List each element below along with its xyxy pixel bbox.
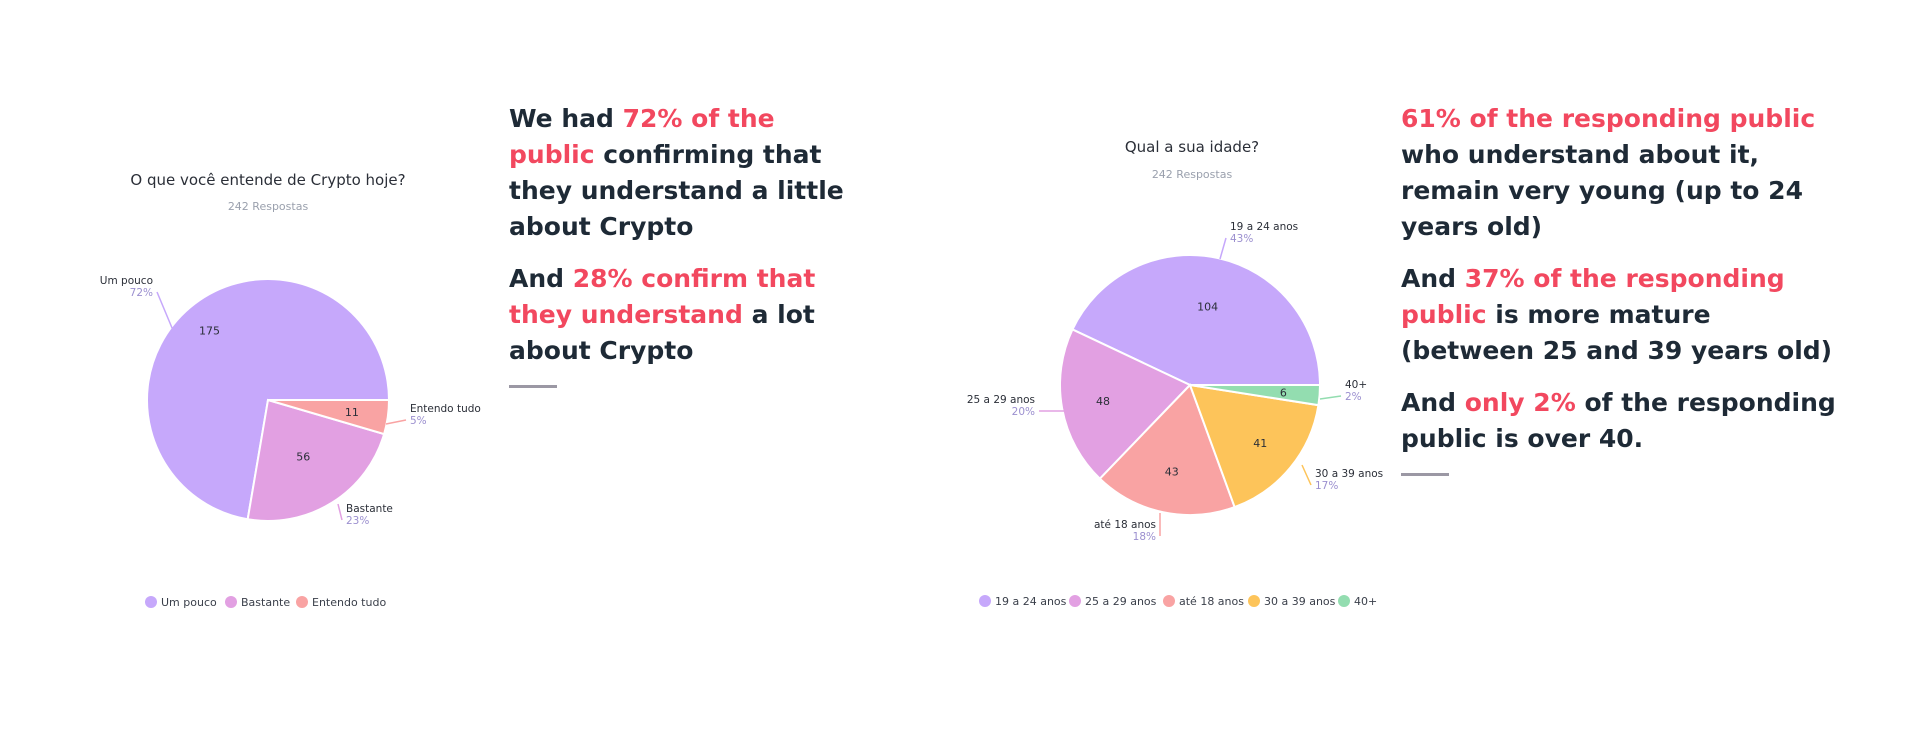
body-text: confirming that they understand a little…: [509, 140, 844, 241]
pie-chart-age: Qual a sua idade? 242 Respostas 104 19 a …: [967, 138, 1383, 608]
slice-name-label: 40+: [1345, 379, 1367, 391]
slice-percent-label: 2%: [1345, 391, 1362, 403]
slice-name-label: 30 a 39 anos: [1315, 468, 1383, 480]
pie-slice-bastante[interactable]: [246, 398, 386, 522]
slice-name-label: Entendo tudo: [410, 403, 481, 415]
slice-value-label: 175: [199, 325, 220, 338]
highlighted-text: only 2%: [1464, 388, 1576, 417]
slice-value-label: 41: [1253, 437, 1267, 450]
legend-item-um-pouco[interactable]: Um pouco: [161, 596, 217, 609]
slice-percent-label: 23%: [346, 515, 369, 527]
legend-item-25-a-29-anos[interactable]: 25 a 29 anos: [1085, 595, 1157, 608]
leader-line: [385, 419, 407, 425]
legend-swatch: [979, 595, 991, 607]
legend-item-bastante[interactable]: Bastante: [241, 596, 290, 609]
body-text: And: [1401, 388, 1465, 417]
legend-swatch: [225, 596, 237, 608]
legend-swatch: [296, 596, 308, 608]
summary-paragraph: And only 2% of the responding public is …: [1401, 385, 1841, 457]
chart-subtitle: 242 Respostas: [228, 200, 309, 213]
legend-item-19-a-24-anos[interactable]: 19 a 24 anos: [995, 595, 1067, 608]
pie-chart-crypto-knowledge: O que você entende de Crypto hoje? 242 R…: [100, 171, 481, 609]
summary-paragraph: We had 72% of the public confirming that…: [509, 101, 849, 245]
slice-percent-label: 20%: [1012, 406, 1035, 418]
legend-swatch: [1248, 595, 1260, 607]
slice-percent-label: 72%: [130, 287, 153, 299]
legend-item-ate-18-anos[interactable]: até 18 anos: [1179, 595, 1244, 608]
legend-swatch: [1163, 595, 1175, 607]
chart-title: Qual a sua idade?: [1125, 138, 1259, 156]
summary-paragraph: And 28% confirm that they understand a l…: [509, 261, 849, 369]
leader-line: [1319, 395, 1342, 400]
highlighted-text: 28% confirm that they understand: [509, 264, 816, 329]
legend-swatch: [1338, 595, 1350, 607]
pie-slice-25-a-29-anos[interactable]: [1059, 328, 1192, 481]
body-text: of the responding public is over 40.: [1401, 388, 1836, 453]
body-text: We had: [509, 104, 623, 133]
legend-item-30-a-39-anos[interactable]: 30 a 39 anos: [1264, 595, 1336, 608]
highlighted-text: 61% of the responding public: [1401, 104, 1816, 133]
body-text: And: [509, 264, 573, 293]
body-text: is more mature (between 25 and 39 years …: [1401, 300, 1833, 365]
slice-percent-label: 17%: [1315, 480, 1338, 492]
chart-title: O que você entende de Crypto hoje?: [130, 171, 405, 189]
body-text: And: [1401, 264, 1465, 293]
slice-value-label: 104: [1197, 300, 1218, 313]
leader-line: [337, 503, 343, 521]
slice-percent-label: 18%: [1133, 531, 1156, 543]
age-summary: 61% of the responding public who underst…: [1401, 101, 1841, 476]
pie-slice-40[interactable]: [1189, 384, 1322, 407]
highlighted-text: 72% of the public: [509, 104, 775, 169]
slice-name-label: 25 a 29 anos: [967, 394, 1035, 406]
legend-item-entendo-tudo[interactable]: Entendo tudo: [312, 596, 386, 609]
summary-paragraph: 61% of the responding public who underst…: [1401, 101, 1841, 245]
slice-name-label: 19 a 24 anos: [1230, 221, 1298, 233]
pie-slice-19-a-24-anos[interactable]: [1071, 254, 1322, 386]
leader-line: [1301, 464, 1312, 486]
slice-percent-label: 43%: [1230, 233, 1253, 245]
pie-slice-entendo-tudo[interactable]: [267, 399, 391, 436]
highlighted-text: 37% of the responding public: [1401, 264, 1785, 329]
slice-name-label: até 18 anos: [1094, 519, 1156, 531]
slice-value-label: 6: [1280, 386, 1287, 399]
pie-slice-30-a-39-anos[interactable]: [1188, 383, 1320, 509]
leader-line: [1219, 237, 1227, 260]
slice-name-label: Um pouco: [100, 275, 153, 287]
legend-swatch: [145, 596, 157, 608]
summary-paragraph: And 37% of the responding public is more…: [1401, 261, 1841, 369]
crypto-knowledge-summary: We had 72% of the public confirming that…: [509, 101, 849, 388]
divider: [1401, 473, 1449, 476]
legend-item-40[interactable]: 40+: [1354, 595, 1377, 608]
slice-value-label: 43: [1165, 465, 1179, 478]
legend-swatch: [1069, 595, 1081, 607]
body-text: a lot about Crypto: [509, 300, 815, 365]
leader-line: [156, 291, 181, 348]
slice-value-label: 48: [1096, 395, 1110, 408]
slice-percent-label: 5%: [410, 415, 427, 427]
slice-name-label: Bastante: [346, 503, 393, 515]
body-text: who understand about it, remain very you…: [1401, 140, 1803, 241]
chart-subtitle: 242 Respostas: [1152, 168, 1233, 181]
slice-value-label: 11: [345, 406, 359, 419]
divider: [509, 385, 557, 388]
slice-value-label: 56: [296, 450, 310, 463]
